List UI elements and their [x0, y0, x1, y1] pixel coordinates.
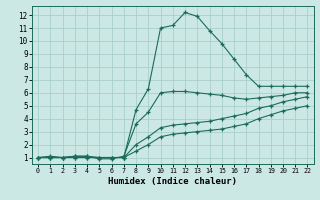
X-axis label: Humidex (Indice chaleur): Humidex (Indice chaleur) [108, 177, 237, 186]
